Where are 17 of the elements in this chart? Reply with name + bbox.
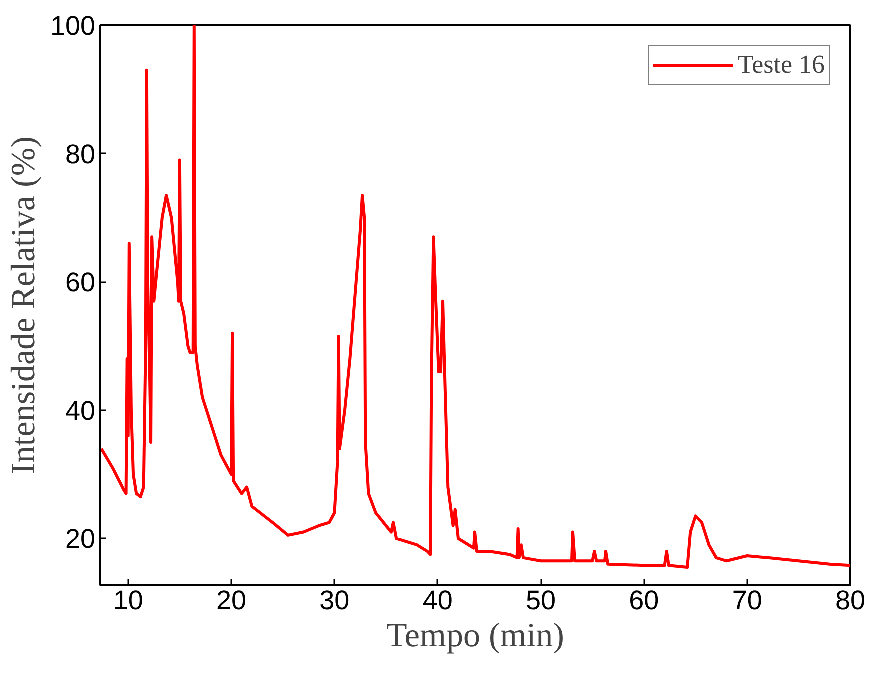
y-axis-title: Intensidade Relativa (%) xyxy=(5,136,42,474)
x-tick-label: 10 xyxy=(113,586,144,616)
y-tick-label: 20 xyxy=(65,524,96,554)
x-tick-label: 60 xyxy=(629,586,660,616)
line-series xyxy=(100,26,850,570)
x-axis-title: Tempo (min) xyxy=(386,618,564,654)
x-tick-label: 40 xyxy=(422,586,453,616)
x-tick-label: 20 xyxy=(216,586,247,616)
x-tick-label: 70 xyxy=(732,586,762,616)
y-tick-label: 60 xyxy=(65,268,96,298)
y-tick-label: 100 xyxy=(50,11,96,41)
x-tick-label: 80 xyxy=(835,586,866,616)
y-tick-label: 40 xyxy=(65,396,96,426)
legend-label: Teste 16 xyxy=(738,50,825,80)
y-tick-label: 80 xyxy=(65,139,96,170)
x-tick-label: 50 xyxy=(526,586,556,616)
x-tick-label: 30 xyxy=(320,586,350,616)
